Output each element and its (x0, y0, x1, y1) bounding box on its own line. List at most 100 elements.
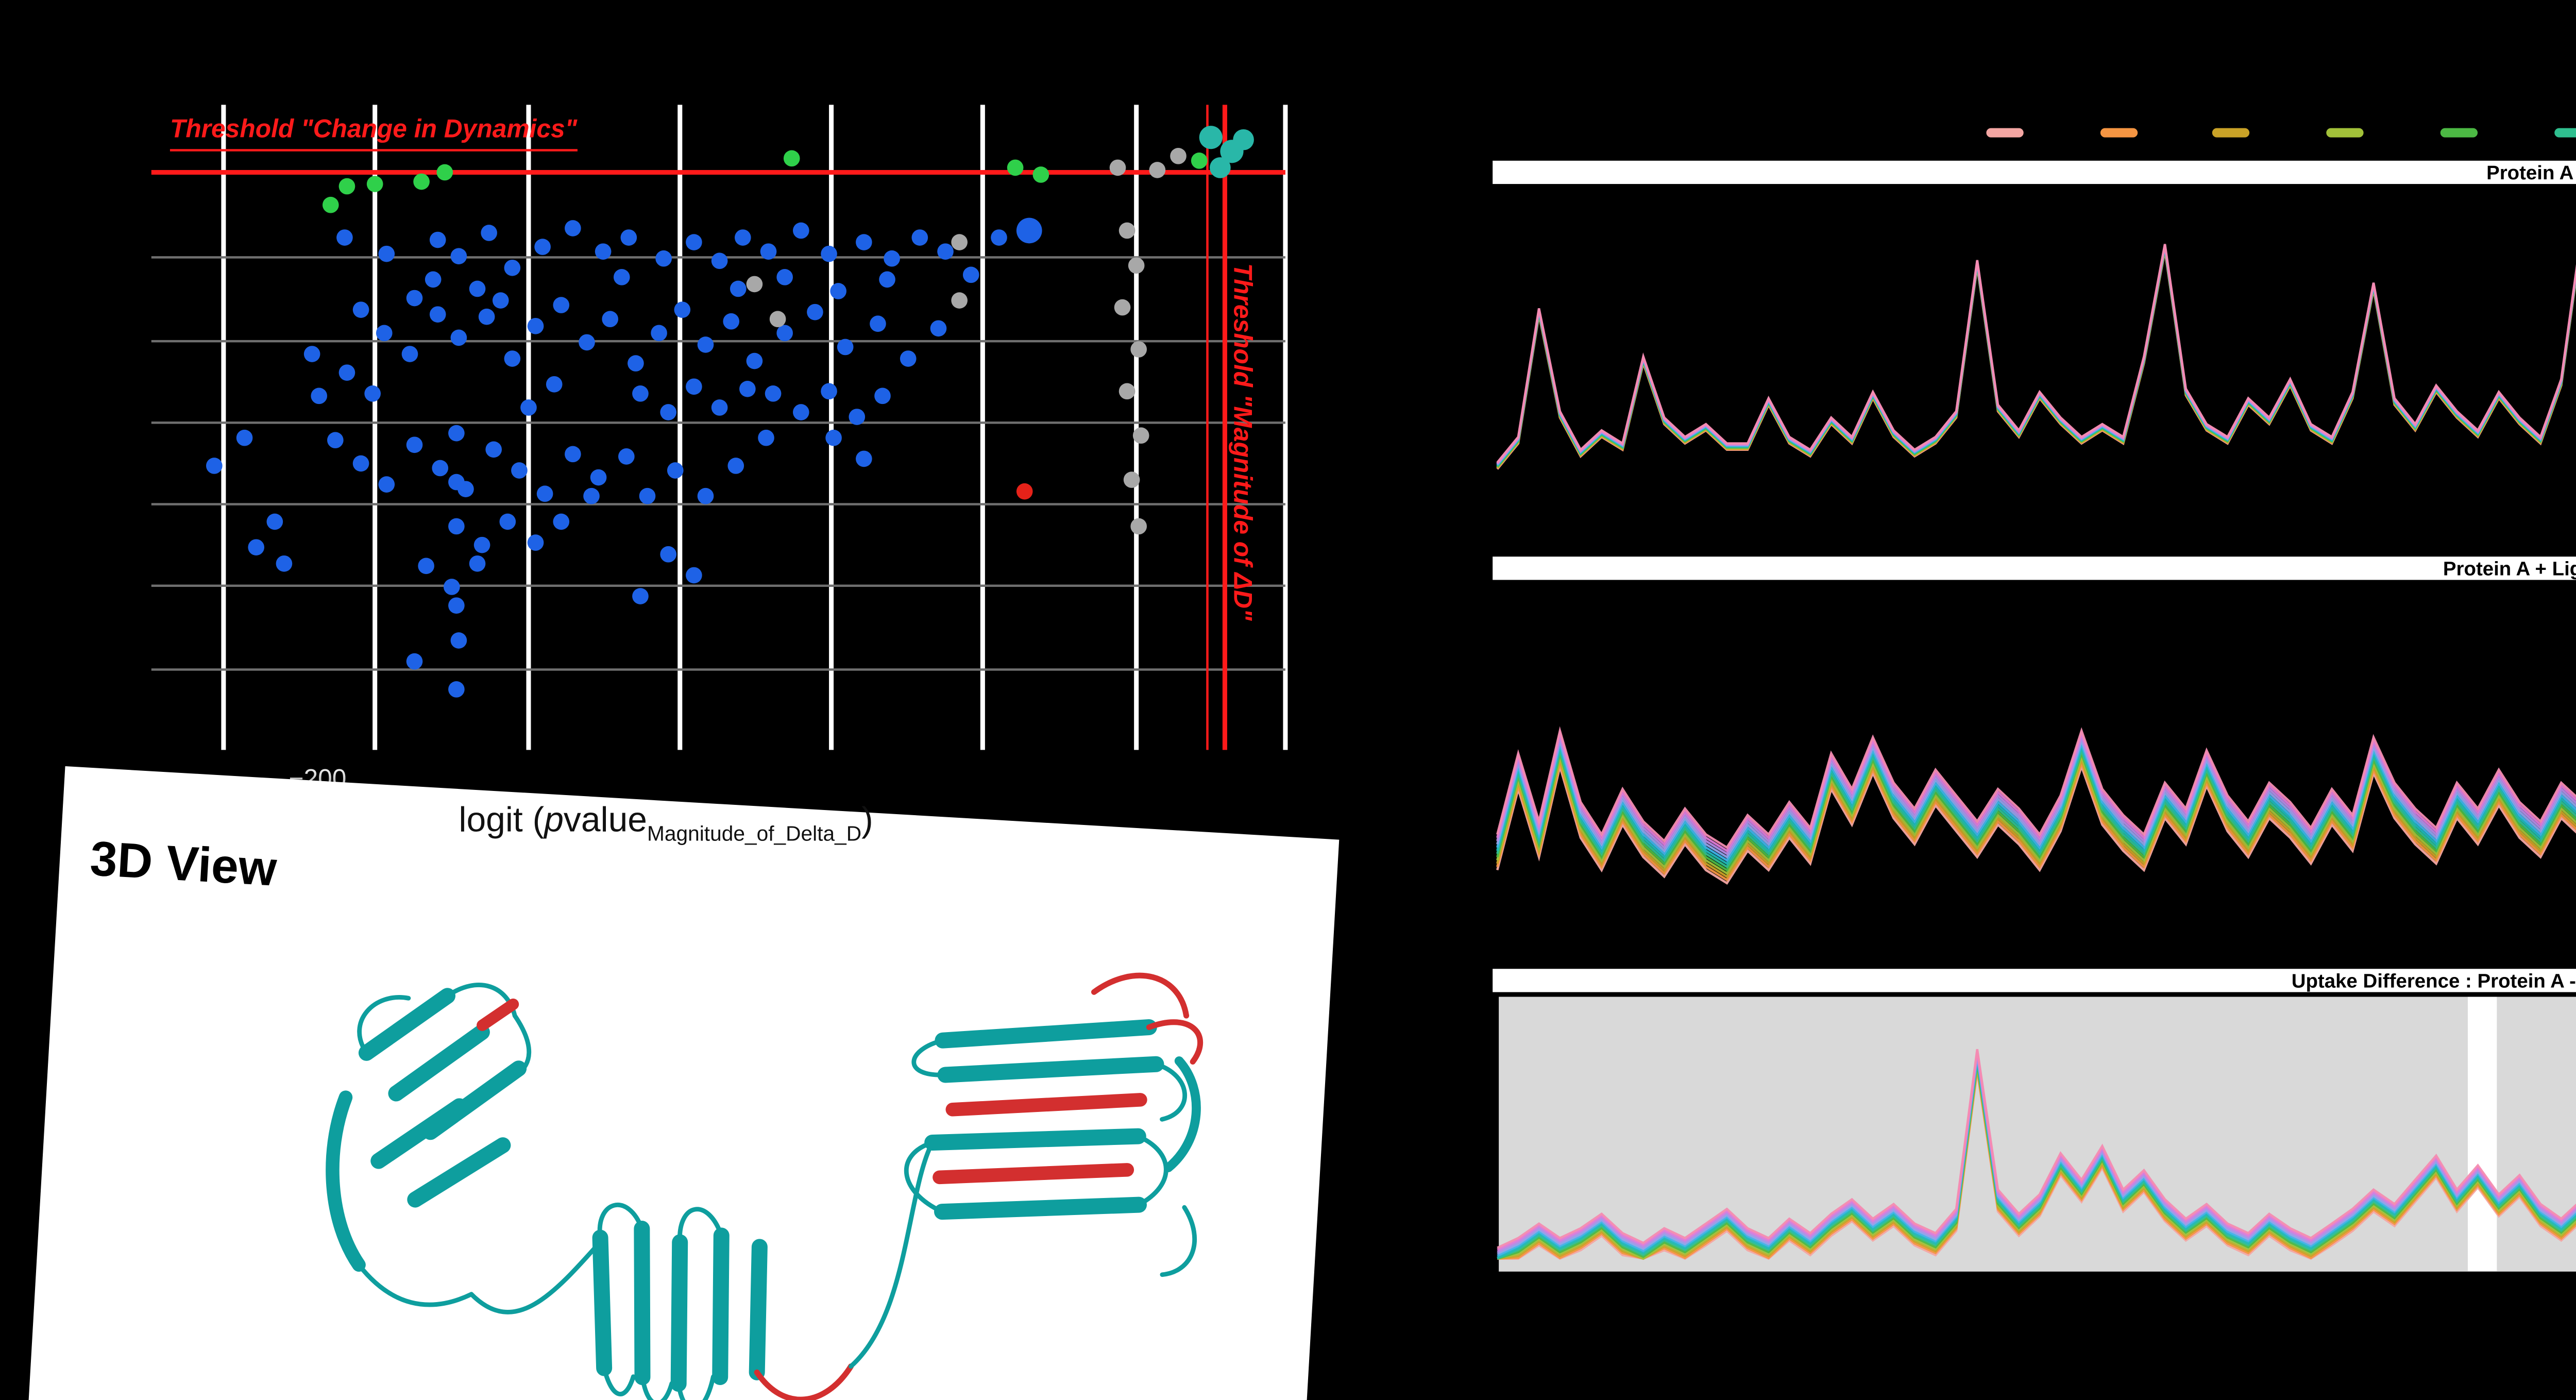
scatter-point[interactable] (469, 280, 486, 297)
scatter-point[interactable] (553, 513, 570, 529)
scatter-point[interactable] (951, 293, 967, 310)
legend-swatch[interactable] (2553, 128, 2576, 138)
scatter-point[interactable] (474, 536, 491, 553)
scatter-point[interactable] (855, 450, 872, 467)
scatter-point[interactable] (322, 196, 339, 213)
scatter-point[interactable] (1209, 157, 1230, 179)
timepoint-series-line[interactable] (1496, 648, 2576, 862)
scatter-point[interactable] (1118, 383, 1135, 400)
scatter-point[interactable] (697, 486, 713, 503)
scatter-point[interactable] (776, 325, 792, 342)
timepoint-series-line[interactable] (1496, 229, 2576, 481)
scatter-point[interactable] (792, 223, 808, 240)
timepoint-series-line[interactable] (1496, 624, 2576, 849)
scatter-point[interactable] (829, 282, 846, 299)
scatter-point[interactable] (674, 301, 690, 318)
scatter-point[interactable] (336, 229, 352, 245)
scatter-point[interactable] (1123, 472, 1140, 488)
timepoint-series-line[interactable] (1496, 660, 2576, 869)
scatter-point[interactable] (746, 276, 763, 293)
scatter-point[interactable] (353, 301, 369, 318)
scatter-point[interactable] (512, 463, 528, 480)
scatter-point[interactable] (792, 404, 808, 421)
scatter-point[interactable] (735, 229, 752, 246)
scatter-point[interactable] (265, 514, 282, 531)
scatter-point[interactable] (951, 233, 967, 250)
scatter-point[interactable] (614, 269, 631, 286)
scatter-point[interactable] (478, 309, 494, 326)
scatter-point[interactable] (912, 229, 928, 245)
scatter-point[interactable] (565, 446, 582, 463)
scatter-point[interactable] (667, 463, 684, 480)
scatter-point[interactable] (738, 381, 755, 398)
scatter-point[interactable] (761, 243, 778, 260)
scatter-point[interactable] (869, 314, 886, 331)
scatter-point[interactable] (633, 588, 650, 605)
scatter-point[interactable] (526, 317, 543, 334)
scatter-point[interactable] (769, 311, 786, 327)
scatter-point[interactable] (338, 179, 355, 196)
scatter-point[interactable] (659, 404, 676, 421)
timepoint-series-line[interactable] (1497, 1049, 2576, 1253)
scatter-point[interactable] (1132, 427, 1148, 444)
volcano-plot-area[interactable] (151, 105, 1287, 750)
scatter-point[interactable] (417, 558, 434, 575)
scatter-point[interactable] (821, 246, 838, 263)
timepoint-series-line[interactable] (1496, 642, 2576, 859)
3d-view-panel[interactable]: 3D View (26, 766, 1340, 1400)
timepoint-series-line[interactable] (1496, 630, 2576, 853)
scatter-point[interactable] (1129, 517, 1146, 534)
scatter-point[interactable] (1233, 129, 1254, 151)
scatter-point[interactable] (379, 476, 396, 493)
scatter-point[interactable] (580, 334, 596, 350)
scatter-point[interactable] (619, 229, 636, 245)
scatter-point[interactable] (503, 259, 520, 276)
scatter-point[interactable] (837, 339, 854, 355)
scatter-point[interactable] (765, 385, 781, 402)
scatter-point[interactable] (469, 555, 486, 572)
scatter-point[interactable] (444, 579, 460, 596)
timepoint-series-line[interactable] (1496, 683, 2576, 882)
scatter-point[interactable] (1150, 162, 1167, 179)
scatter-point[interactable] (500, 514, 517, 531)
scatter-point[interactable] (937, 243, 954, 260)
legend-swatch[interactable] (1986, 128, 2024, 138)
uptake-difference-chart[interactable] (1493, 997, 2576, 1272)
scatter-point[interactable] (697, 336, 713, 353)
scatter-point[interactable] (236, 431, 253, 447)
scatter-point[interactable] (991, 229, 1008, 245)
scatter-point[interactable] (353, 454, 369, 471)
scatter-point[interactable] (727, 457, 744, 473)
scatter-point[interactable] (617, 448, 634, 465)
scatter-point[interactable] (685, 233, 702, 250)
timepoint-series-line[interactable] (1496, 677, 2576, 879)
uptake-chart-protein-a[interactable] (1493, 189, 2576, 543)
scatter-point[interactable] (628, 356, 645, 373)
scatter-point[interactable] (806, 304, 823, 321)
timepoint-series-line[interactable] (1496, 653, 2576, 866)
scatter-point[interactable] (655, 250, 672, 267)
timepoint-series-line[interactable] (1496, 689, 2576, 885)
scatter-point[interactable] (1129, 340, 1146, 357)
scatter-point[interactable] (449, 424, 466, 441)
scatter-point[interactable] (901, 351, 917, 368)
scatter-point[interactable] (594, 243, 611, 260)
timepoint-series-line[interactable] (1496, 231, 2576, 508)
uptake-chart-protein-a-ligand[interactable] (1493, 584, 2576, 941)
scatter-point[interactable] (338, 364, 355, 381)
scatter-point[interactable] (723, 312, 740, 329)
scatter-point[interactable] (591, 469, 608, 486)
scatter-point[interactable] (481, 224, 498, 241)
scatter-point[interactable] (1017, 217, 1043, 244)
volcano-plot[interactable]: Threshold "Change in Dynamics" Threshold… (151, 105, 1287, 750)
scatter-point[interactable] (379, 246, 396, 263)
scatter-point[interactable] (1007, 160, 1024, 176)
scatter-point[interactable] (878, 272, 894, 289)
scatter-point[interactable] (746, 353, 763, 370)
scatter-point[interactable] (435, 164, 452, 181)
timepoint-series-line[interactable] (1496, 671, 2576, 875)
scatter-point[interactable] (821, 383, 838, 400)
scatter-point[interactable] (451, 248, 468, 265)
legend-swatch[interactable] (2099, 128, 2137, 138)
scatter-point[interactable] (1169, 147, 1186, 163)
